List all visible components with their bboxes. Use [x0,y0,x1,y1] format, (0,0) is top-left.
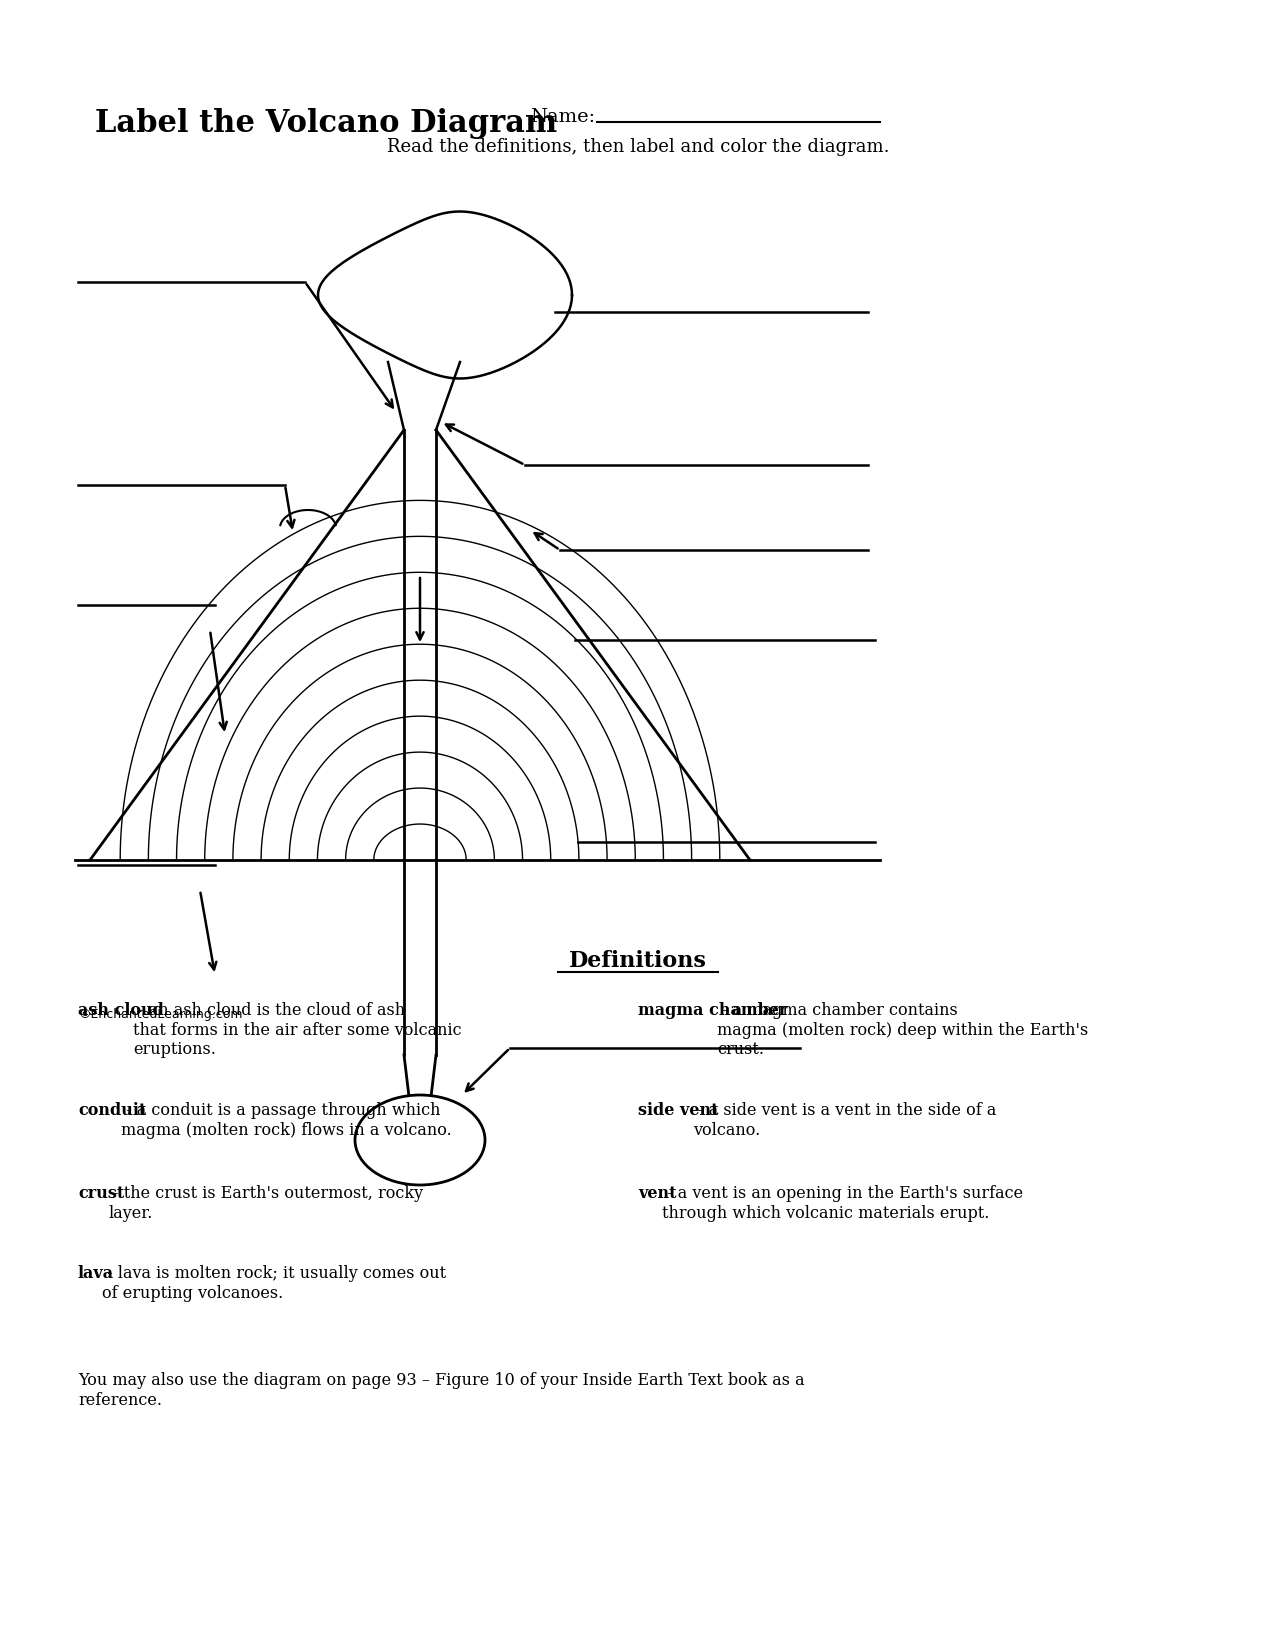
Text: - a conduit is a passage through which
magma (molten rock) flows in a volcano.: - a conduit is a passage through which m… [121,1102,451,1138]
Text: crust: crust [78,1185,124,1201]
Text: You may also use the diagram on page 93 – Figure 10 of your Inside Earth Text bo: You may also use the diagram on page 93 … [78,1373,805,1409]
Text: Definitions: Definitions [569,950,706,972]
Text: - the crust is Earth's outermost, rocky
layer.: - the crust is Earth's outermost, rocky … [108,1185,423,1221]
Text: - a side vent is a vent in the side of a
volcano.: - a side vent is a vent in the side of a… [692,1102,996,1138]
Text: vent: vent [638,1185,677,1201]
Text: side vent: side vent [638,1102,719,1119]
Text: - lava is molten rock; it usually comes out
of erupting volcanoes.: - lava is molten rock; it usually comes … [102,1266,446,1302]
Text: - a magma chamber contains
magma (molten rock) deep within the Earth's
crust.: - a magma chamber contains magma (molten… [718,1002,1089,1058]
Text: ©EnchantedLearning.com: ©EnchantedLearning.com [78,1008,242,1021]
Text: Name:: Name: [530,107,595,125]
Text: lava: lava [78,1266,115,1282]
Text: magma chamber: magma chamber [638,1002,788,1020]
Text: Label the Volcano Diagram: Label the Volcano Diagram [96,107,557,139]
Text: ash cloud: ash cloud [78,1002,164,1020]
Text: - an ash cloud is the cloud of ash
that forms in the air after some volcanic
eru: - an ash cloud is the cloud of ash that … [133,1002,462,1058]
Text: - a vent is an opening in the Earth's surface
through which volcanic materials e: - a vent is an opening in the Earth's su… [663,1185,1024,1221]
Text: Read the definitions, then label and color the diagram.: Read the definitions, then label and col… [386,139,889,157]
Text: conduit: conduit [78,1102,147,1119]
